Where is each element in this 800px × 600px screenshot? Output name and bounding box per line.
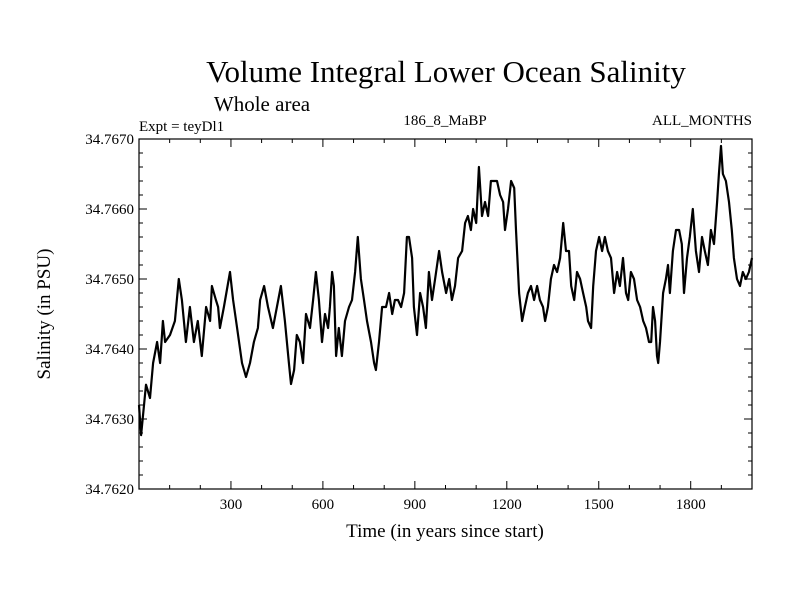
- chart-title: Volume Integral Lower Ocean Salinity: [206, 54, 686, 89]
- y-tick-label: 34.7660: [85, 202, 134, 218]
- x-tick-label: 300: [220, 497, 243, 513]
- y-axis-label: Salinity (in PSU): [34, 249, 55, 380]
- x-tick-label: 900: [404, 497, 427, 513]
- plot-frame: [138, 138, 753, 490]
- y-tick-label: 34.7640: [85, 342, 134, 358]
- months-label: ALL_MONTHS: [652, 113, 752, 129]
- x-tick-label: 1500: [584, 497, 614, 513]
- x-tick-label: 600: [312, 497, 335, 513]
- x-tick-labels: 300 600 900 1200 1500 1800: [220, 497, 706, 513]
- y-tick-label: 34.7650: [85, 272, 134, 288]
- x-tick-label: 1800: [676, 497, 706, 513]
- y-tick-label: 34.7620: [85, 482, 134, 498]
- chart-subtitle: Whole area: [214, 92, 311, 116]
- salinity-series-line: [137, 144, 754, 437]
- y-tick-label: 34.7670: [85, 132, 134, 148]
- experiment-label: Expt = teyDl1: [139, 119, 224, 135]
- y-tick-labels: 34.7620 34.7630 34.7640 34.7650 34.7660 34.76…: [85, 132, 134, 498]
- x-axis-label: Time (in years since start): [346, 521, 544, 542]
- y-tick-label: 34.7630: [85, 412, 134, 428]
- x-tick-label: 1200: [492, 497, 522, 513]
- period-label: 186_8_MaBP: [403, 113, 486, 129]
- axis-ticks: [139, 139, 752, 489]
